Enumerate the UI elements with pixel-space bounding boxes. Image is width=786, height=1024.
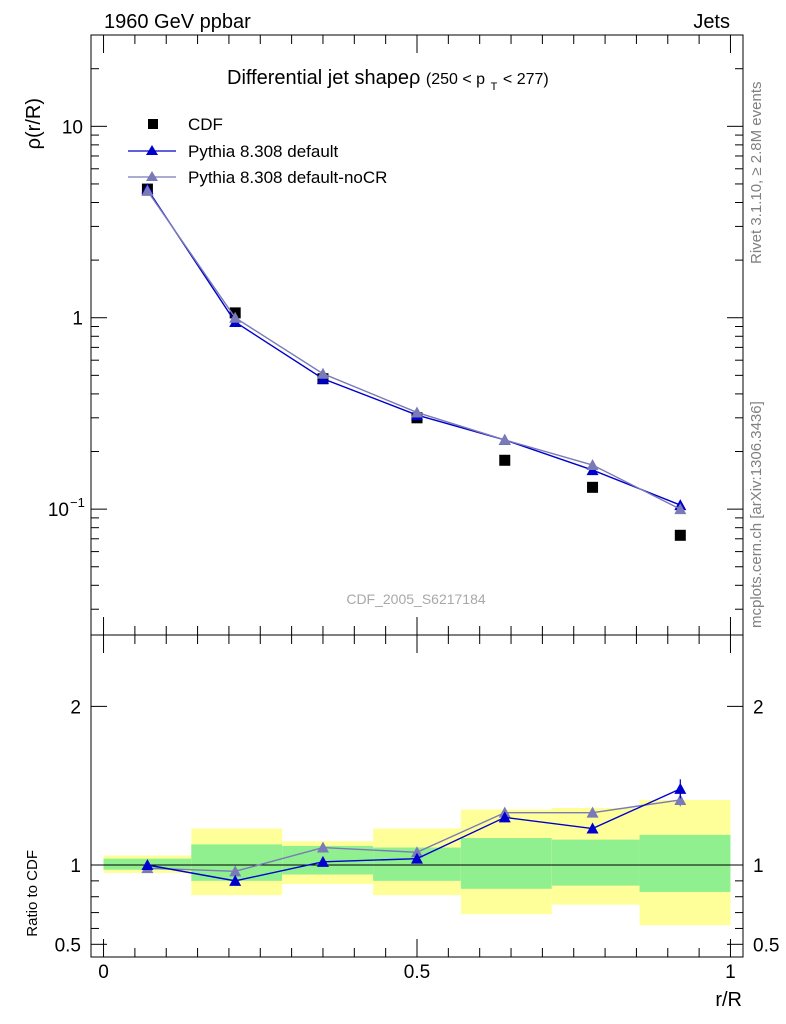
- chart-title-range-sub: T: [491, 81, 498, 93]
- x-axis-label: r/R: [715, 989, 742, 1011]
- legend-label-nocr: Pythia 8.308 default-noCR: [188, 168, 387, 187]
- chart-title-range: (250 < p: [426, 71, 485, 88]
- pythia-nocr-ratio-point: [316, 841, 329, 853]
- legend-marker-cdf: [148, 119, 158, 129]
- header-right: Jets: [693, 11, 730, 33]
- main-y-axis-label: ρ(r/R): [23, 98, 45, 149]
- ratio-y-tick-label: 2: [70, 697, 81, 718]
- ratio-y-tick-label: 0.5: [55, 935, 81, 956]
- pythia-nocr-point: [674, 503, 687, 515]
- ratio-y-tick-label-right: 0.5: [753, 935, 779, 956]
- header-left: 1960 GeV ppbar: [104, 11, 251, 33]
- ratio-plot-frame: [90, 634, 744, 958]
- main-y-tick-label: 1: [72, 309, 83, 330]
- legend-marker-default: [146, 145, 158, 155]
- pythia-default-ratio-point: [586, 822, 599, 834]
- cdf-data-point: [674, 529, 686, 541]
- pythia-nocr-ratio-point: [411, 846, 423, 858]
- uncertainty-band-inner: [460, 838, 552, 889]
- pythia-nocr-point: [498, 433, 511, 445]
- watermark: CDF_2005_S6217184: [346, 591, 486, 607]
- pythia-nocr-line: [146, 190, 681, 510]
- pythia-default-ratio-point: [316, 855, 329, 867]
- pythia-nocr-ratio-point: [229, 865, 242, 877]
- uncertainty-band-inner: [639, 834, 731, 892]
- main-y-tick-label: 10: [62, 117, 83, 138]
- legend: CDF Pythia 8.308 default Pythia 8.308 de…: [128, 115, 387, 187]
- uncertainty-band-inner: [551, 839, 640, 886]
- legend-label-cdf: CDF: [188, 115, 223, 134]
- pythia-nocr-ratio-point: [586, 806, 599, 818]
- x-tick-label: 0: [98, 962, 109, 983]
- ratio-y-tick-label-right: 1: [753, 856, 764, 877]
- cdf-data-point: [587, 481, 599, 493]
- legend-marker-nocr: [146, 171, 158, 181]
- rivet-label: Rivet 3.1.10, ≥ 2.8M events: [748, 82, 765, 265]
- pythia-nocr-point: [316, 367, 329, 379]
- chart-title-range-suffix: < 277): [503, 71, 549, 88]
- pythia-nocr-ratio-point: [674, 793, 687, 805]
- pythia-default-ratio-point: [229, 874, 242, 886]
- pythia-nocr-point: [411, 406, 423, 418]
- ratio-y-tick-label: 1: [70, 856, 81, 877]
- ratio-y-tick-label-right: 2: [753, 697, 764, 718]
- pythia-default-ratio-point: [411, 852, 423, 864]
- chart-title-main: Differential jet shapeρ: [227, 67, 420, 89]
- pythia-default-ratio-point: [674, 782, 687, 794]
- ratio-panel: Ratio to CDF 0.5 0.5 1 1 2 2 0 0.5 1 r/R: [24, 634, 779, 1011]
- chart-title: Differential jet shapeρ (250 < p T < 277…: [227, 67, 549, 95]
- main-y-tick-label: 10: [48, 500, 69, 521]
- pythia-nocr-point: [229, 311, 242, 323]
- cdf-data-point: [499, 454, 511, 466]
- x-tick-label: 1: [725, 962, 736, 983]
- main-panel: ρ(r/R) Differential jet shapeρ (250 < p …: [23, 34, 744, 636]
- pythia-default-line: [146, 188, 681, 506]
- legend-label-default: Pythia 8.308 default: [188, 142, 339, 161]
- main-y-tick-exponent: −1: [70, 495, 85, 510]
- pythia-nocr-point: [586, 459, 599, 471]
- pythia-default-ratio-point: [141, 859, 154, 870]
- ratio-y-axis-label: Ratio to CDF: [24, 850, 41, 937]
- x-tick-label: 0.5: [404, 962, 430, 983]
- pythia-default-ratio-point: [498, 811, 511, 823]
- mcplots-label: mcplots.cern.ch [arXiv:1306.3436]: [748, 401, 765, 628]
- pythia-nocr-point: [141, 184, 154, 196]
